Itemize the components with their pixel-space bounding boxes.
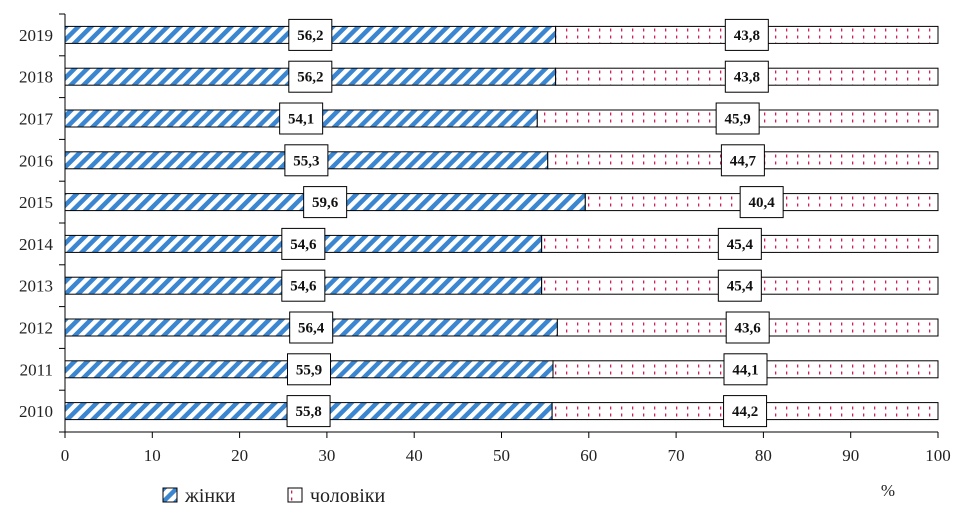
data-label-women: 54,1 [288,112,314,128]
data-label-men: 45,4 [727,279,754,295]
data-label-box-men [724,18,769,51]
x-tick-label: 90 [842,446,859,465]
data-label-box-women [281,269,326,302]
y-tick-label: 2015 [19,193,53,212]
legend-label-men: чоловіки [310,485,385,506]
data-label-men: 45,9 [725,112,751,128]
y-tick-label: 2018 [19,68,53,87]
y-tick-label: 2011 [20,360,53,379]
data-label-box-women [279,102,324,135]
data-label-box-men [723,353,768,386]
data-label-box-men [715,102,760,135]
data-label-men: 43,6 [735,321,762,337]
data-label-men: 43,8 [734,70,760,86]
y-tick-label: 2014 [19,235,54,254]
data-label-women: 56,2 [297,70,323,86]
legend: жінки чоловіки [162,485,385,506]
data-label-men: 44,7 [730,153,757,169]
data-label-men: 44,2 [732,404,758,420]
data-label-box-women [281,227,326,260]
x-tick-label: 10 [144,446,161,465]
y-tick-label: 2019 [19,26,53,45]
data-label-men: 44,1 [732,362,758,378]
data-label-box-men [720,144,765,177]
data-label-box-women [288,60,333,93]
data-label-women: 54,6 [290,237,317,253]
x-tick-label: 30 [318,446,335,465]
data-label-box-men [724,60,769,93]
legend-label-women: жінки [184,485,236,506]
data-label-women: 59,6 [312,195,339,211]
data-label-box-men [739,186,784,219]
legend-swatch-women [162,487,178,503]
data-label-box-men [717,269,762,302]
data-label-men: 40,4 [749,195,776,211]
x-tick-label: 70 [668,446,685,465]
x-tick-label: 40 [406,446,423,465]
x-unit-label: % [881,481,895,500]
data-label-women: 54,6 [290,279,317,295]
data-label-box-women [286,395,331,428]
data-label-box-women [303,186,348,219]
plot-area: 0 10 20 30 40 50 60 70 80 90 100 2019 56,2 43,8 2018 56… [19,13,951,465]
y-tick-label: 2010 [19,402,53,421]
data-label-box-men [725,311,770,344]
data-label-men: 43,8 [734,28,760,44]
y-tick-label: 2016 [19,151,53,170]
data-label-box-women [289,311,334,344]
x-tick-label: 0 [61,446,70,465]
y-tick-label: 2013 [19,277,53,296]
data-label-box-women [284,144,329,177]
data-label-box-men [717,227,762,260]
x-tick-label: 50 [493,446,510,465]
legend-swatch-men [287,487,303,503]
x-tick-label: 60 [580,446,597,465]
data-label-women: 56,4 [298,321,325,337]
x-tick-label: 80 [755,446,772,465]
data-label-women: 55,8 [295,404,321,420]
data-label-men: 45,4 [727,237,754,253]
data-label-women: 56,2 [297,28,323,44]
data-label-women: 55,3 [293,153,319,169]
data-label-box-women [288,18,333,51]
data-label-box-women [287,353,332,386]
data-label-box-men [723,395,768,428]
x-tick-label: 100 [925,446,951,465]
data-label-women: 55,9 [296,362,322,378]
y-tick-label: 2017 [19,110,54,129]
x-tick-label: 20 [231,446,248,465]
y-tick-label: 2012 [19,319,53,338]
